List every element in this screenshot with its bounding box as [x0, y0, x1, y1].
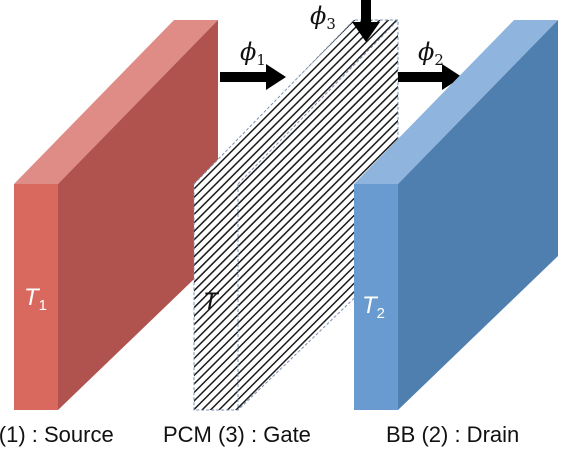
source-block	[14, 20, 218, 410]
gate-temperature-label: T	[203, 288, 218, 315]
source-caption: B (1) : Source	[0, 422, 114, 447]
source-temperature-label: T1	[24, 284, 47, 315]
gate-block	[193, 19, 399, 411]
flux-1-arrow	[220, 64, 286, 90]
flux-2-label: ϕ2	[418, 38, 444, 70]
gate-block-side	[238, 20, 398, 410]
flux-3-label: ϕ3	[310, 2, 336, 34]
drain-block-side	[398, 20, 558, 410]
gate-caption: PCM (3) : Gate	[163, 422, 311, 447]
drain-caption: BB (2) : Drain	[386, 422, 520, 447]
flux-1-label: ϕ1	[240, 38, 266, 70]
gate-block-top	[194, 20, 398, 184]
flux-3-arrow	[352, 0, 380, 42]
source-block-side	[58, 20, 218, 410]
drain-block-front	[354, 184, 398, 410]
drain-temperature-label: T2	[362, 292, 385, 323]
source-block-front	[14, 184, 58, 410]
drain-block-top	[354, 20, 558, 184]
drain-block	[354, 20, 558, 410]
source-block-top	[14, 20, 218, 184]
gate-block-front	[194, 184, 238, 410]
flux-2-arrow	[398, 64, 462, 90]
